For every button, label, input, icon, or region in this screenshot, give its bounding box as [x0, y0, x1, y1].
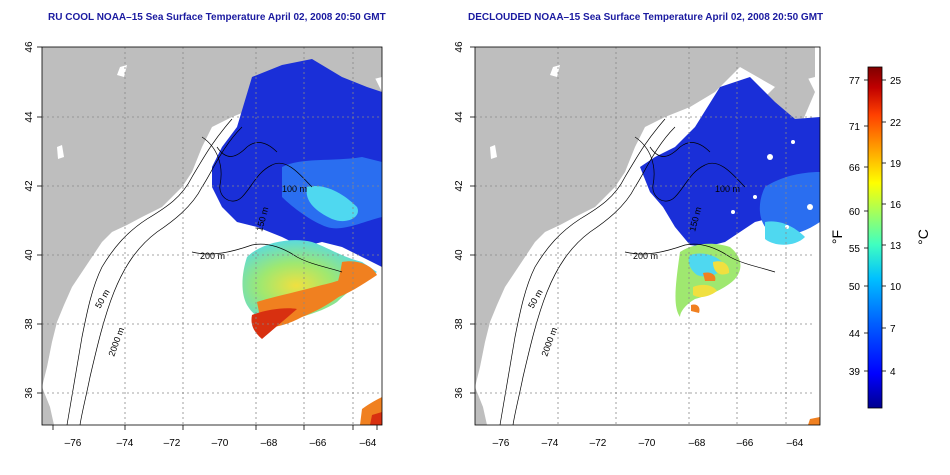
celsius-tick: 13: [890, 241, 902, 252]
y-tick-label: 36: [454, 387, 465, 399]
celsius-tick: 10: [890, 282, 902, 293]
right-map-title: DECLOUDED NOAA–15 Sea Surface Temperatur…: [468, 12, 824, 23]
fahrenheit-tick: 77: [849, 76, 861, 87]
x-tick-label: –76: [493, 438, 510, 449]
y-tick-label: 40: [24, 249, 35, 261]
y-tick-label: 46: [454, 41, 465, 53]
celsius-tick: 7: [890, 324, 896, 335]
y-tick-label: 40: [454, 249, 465, 261]
contour-label-100m: 100 m: [715, 184, 740, 194]
y-tick-label: 44: [454, 111, 465, 123]
y-tick-label: 42: [24, 180, 35, 192]
colorbar-gradient: [867, 66, 883, 409]
right-axes: –76 –74 –72 –70 –68 –66 –64 46 44 42 40 …: [454, 41, 804, 449]
x-tick-label: –68: [261, 438, 278, 449]
celsius-tick: 16: [890, 200, 902, 211]
x-tick-label: –66: [737, 438, 754, 449]
x-tick-label: –74: [117, 438, 134, 449]
left-sst-map: 200 m 50 m 2000 m 100 m 150 m: [41, 46, 383, 426]
left-axes: –76 –74 –72 –70 –68 –66 –64 46 44 42 40 …: [24, 41, 378, 449]
fahrenheit-tick: 71: [849, 122, 861, 133]
fahrenheit-tick: 44: [849, 329, 861, 340]
fahrenheit-unit-label: °F: [829, 230, 845, 244]
contour-label-200m: 200 m: [633, 251, 658, 261]
celsius-tick: 4: [890, 367, 896, 378]
contour-label-100m: 100 m: [282, 184, 307, 194]
y-tick-label: 42: [454, 180, 465, 192]
map-frame: [474, 46, 821, 426]
celsius-tick: 19: [890, 159, 902, 170]
y-tick-label: 38: [24, 318, 35, 330]
temperature-colorbar: 77 71 66 60 55 50 44 39 25 22 19 16 13 1…: [829, 66, 931, 409]
cloud-mask-holes: [731, 140, 813, 229]
y-tick-label: 44: [24, 111, 35, 123]
fahrenheit-tick: 39: [849, 367, 861, 378]
x-tick-label: –74: [542, 438, 559, 449]
fahrenheit-tick: 50: [849, 282, 861, 293]
celsius-unit-label: °C: [915, 229, 931, 245]
y-tick-label: 38: [454, 318, 465, 330]
fahrenheit-tick: 55: [849, 244, 861, 255]
x-tick-label: –70: [639, 438, 656, 449]
x-tick-label: –66: [310, 438, 327, 449]
x-tick-label: –72: [164, 438, 181, 449]
celsius-tick: 25: [890, 76, 902, 87]
right-sst-map: 200 m 50 m 2000 m 100 m 150 m: [474, 46, 821, 426]
fahrenheit-tick: 60: [849, 207, 861, 218]
celsius-tick: 22: [890, 118, 902, 129]
fahrenheit-tick: 66: [849, 163, 861, 174]
contour-label-200m: 200 m: [200, 251, 225, 261]
x-tick-label: –64: [787, 438, 804, 449]
y-tick-label: 46: [24, 41, 35, 53]
x-tick-label: –76: [65, 438, 82, 449]
x-tick-label: –68: [689, 438, 706, 449]
left-map-title: RU COOL NOAA–15 Sea Surface Temperature …: [48, 12, 386, 23]
x-tick-label: –64: [360, 438, 377, 449]
y-tick-label: 36: [24, 387, 35, 399]
map-frame: [41, 46, 383, 426]
x-tick-label: –70: [212, 438, 229, 449]
x-tick-label: –72: [590, 438, 607, 449]
